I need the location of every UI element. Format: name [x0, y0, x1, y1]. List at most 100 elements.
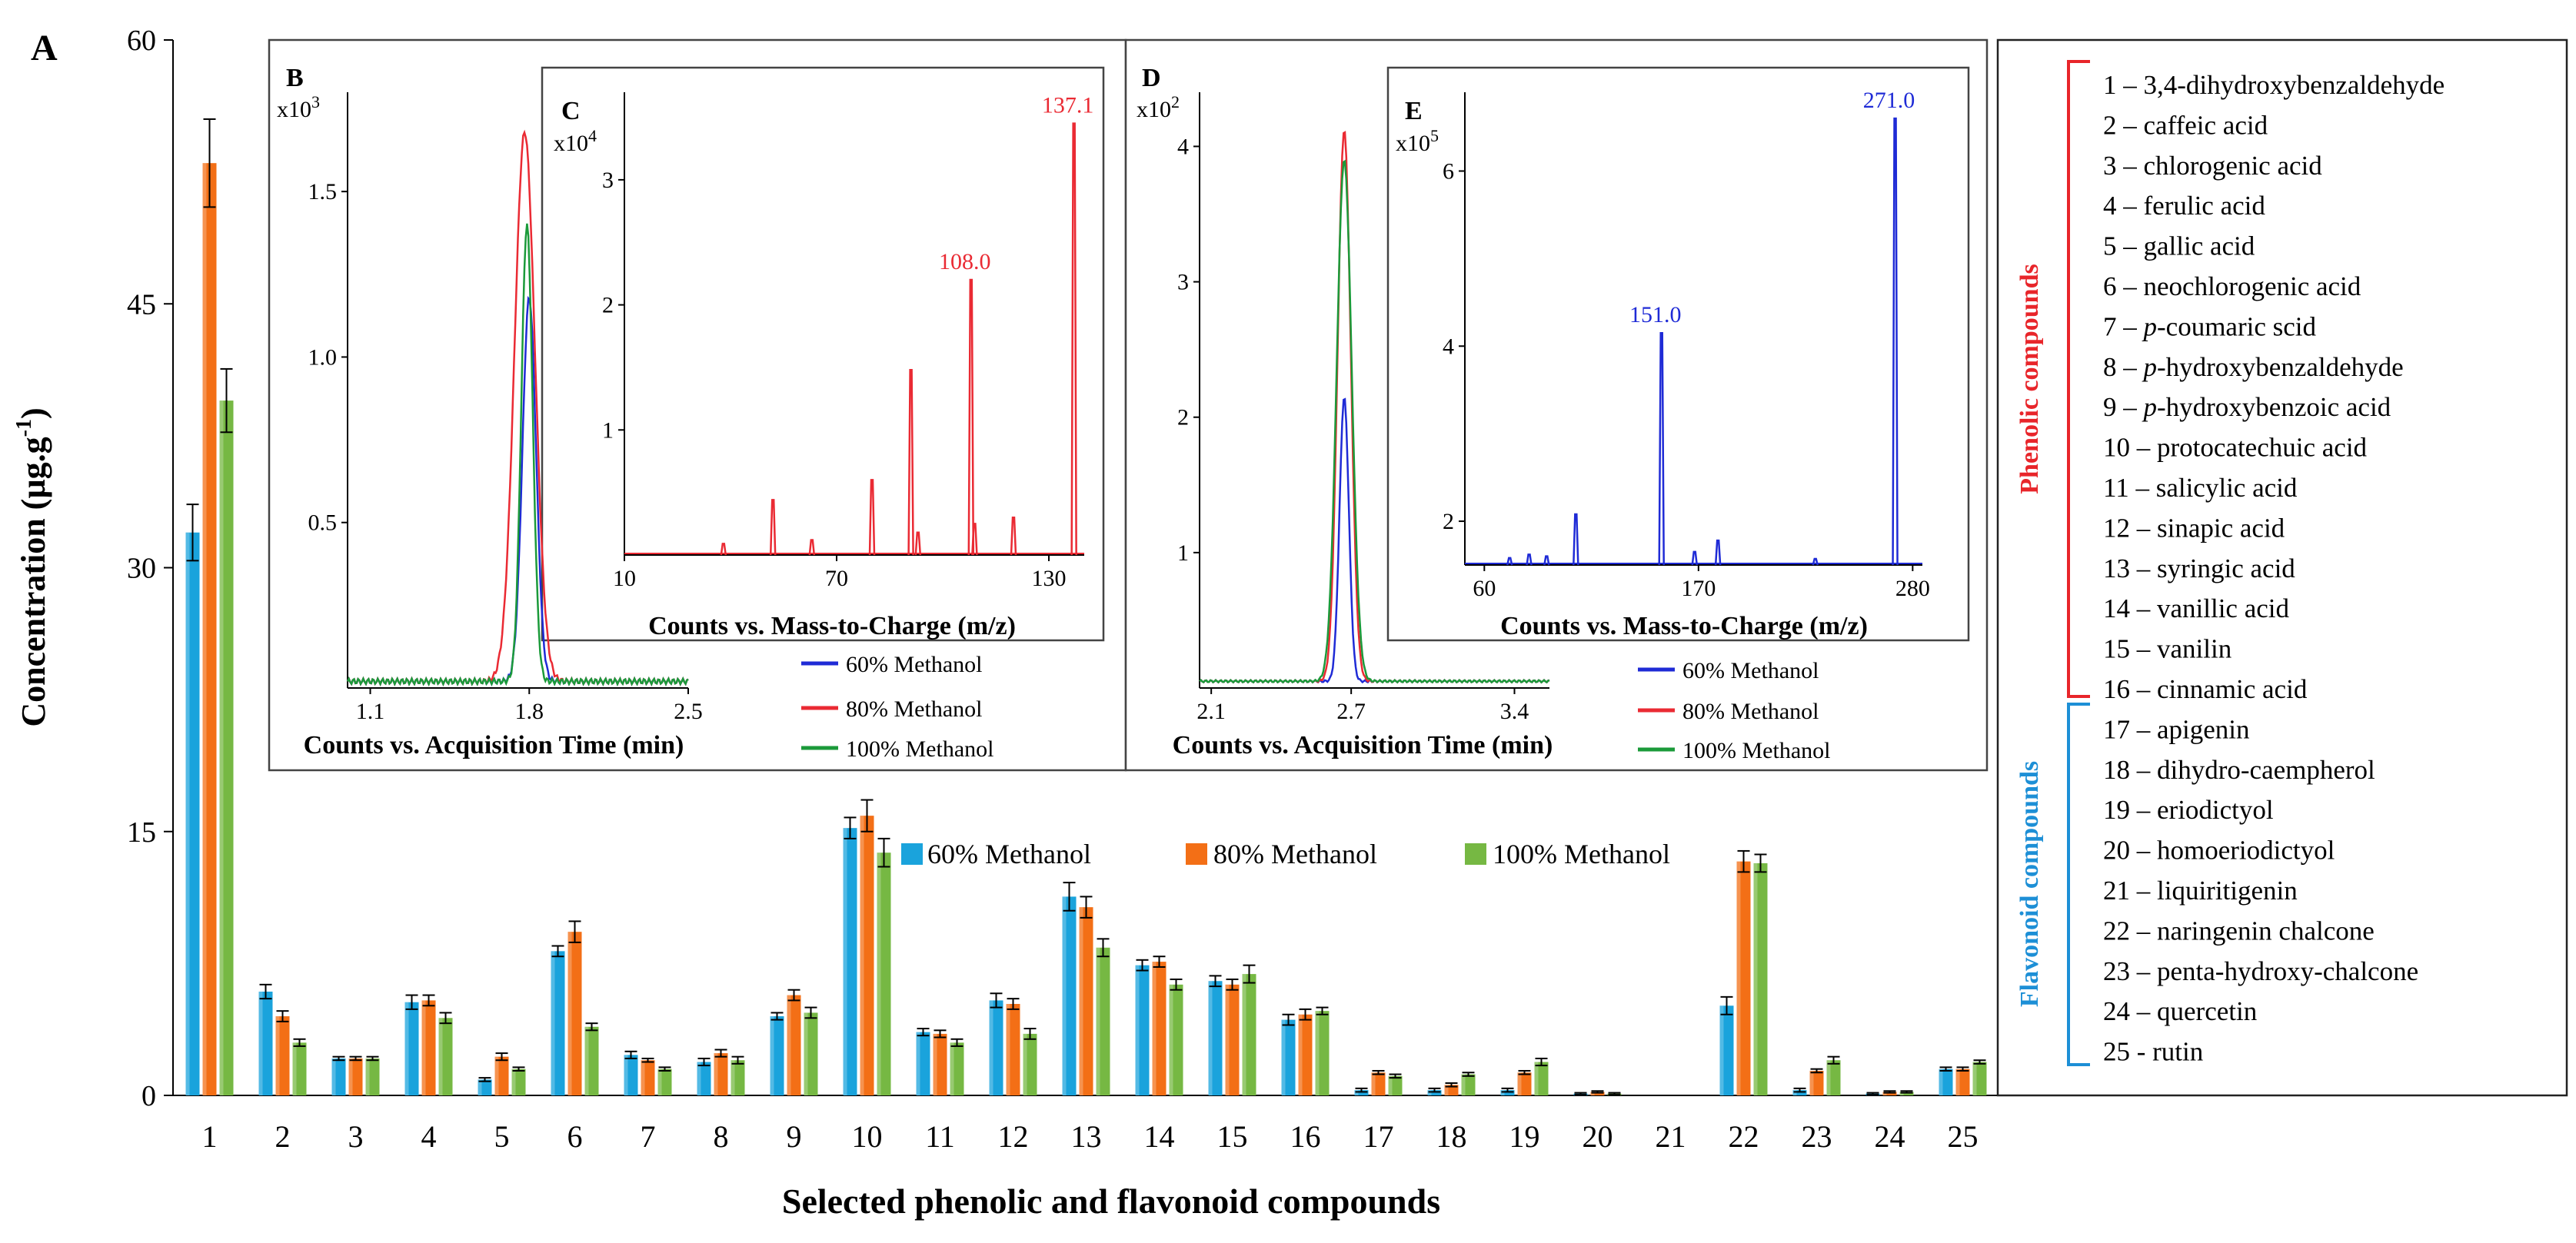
inset-d: D x102 1 2 3 4 2.1 2.7 3.4 Counts vs. Acquisit…	[1137, 64, 1553, 759]
compound-list-item: 7 – p-coumaric scid	[2103, 311, 2316, 341]
bar-highlight	[584, 1026, 589, 1095]
compound-name: protocatechuic acid	[2157, 433, 2368, 463]
main-bars	[185, 118, 1987, 1095]
bar	[1517, 1072, 1532, 1095]
panel-label: A	[31, 28, 58, 68]
bar-highlight	[950, 1042, 954, 1095]
bar-highlight	[1096, 947, 1100, 1095]
bar	[731, 1060, 745, 1095]
bar	[584, 1026, 599, 1095]
inset-y-tick-label: 3	[1177, 270, 1189, 295]
bar	[1208, 981, 1223, 1095]
peak-annotation: 108.0	[939, 249, 991, 274]
compound-list-item: 19 – eriodictyol	[2103, 795, 2274, 825]
y-tick-label: 60	[127, 25, 156, 57]
bar	[331, 1058, 346, 1095]
bar	[1371, 1072, 1386, 1095]
bar-highlight	[1899, 1092, 1904, 1095]
compound-number: 14 –	[2103, 593, 2157, 623]
x-tick-label: 15	[1217, 1119, 1248, 1154]
inset-x-tick-label: 170	[1681, 576, 1716, 601]
inset-y-tick-label: 1	[1177, 540, 1189, 566]
spectrum-peak	[808, 539, 816, 556]
bar-highlight	[1719, 1005, 1724, 1095]
x-tick-label: 18	[1436, 1119, 1467, 1154]
inset-c-label: C	[561, 97, 581, 125]
bar	[1427, 1090, 1442, 1095]
bar-highlight	[1534, 1062, 1539, 1095]
compound-name: gallic acid	[2144, 231, 2255, 261]
bar	[1444, 1085, 1459, 1095]
bar-highlight	[494, 1056, 499, 1095]
compound-list-item: 16 – cinnamic acid	[2103, 674, 2308, 704]
y-tick-label: 0	[141, 1080, 156, 1112]
compound-name: chlorogenic acid	[2144, 151, 2323, 181]
compound-number: 25	[2103, 1037, 2137, 1067]
bar-highlight	[1388, 1075, 1393, 1095]
bar-highlight	[275, 1016, 280, 1095]
compound-name: - rutin	[2137, 1037, 2204, 1067]
spectrum-peak	[769, 499, 777, 556]
bar	[770, 1016, 784, 1095]
compound-number: 24 –	[2103, 996, 2157, 1026]
main-y-label: Concentration (µg.g-1)	[12, 407, 52, 726]
x-tick-label: 2	[275, 1119, 291, 1154]
bar	[1736, 861, 1751, 1095]
bar	[1809, 1070, 1824, 1095]
inset-x-tick-label: 3.4	[1500, 699, 1529, 724]
x-tick-label: 22	[1729, 1119, 1759, 1154]
inset-legend-left: 60% Methanol 80% Methanol 100% Methanol	[801, 652, 993, 762]
compound-name: naringenin chalcone	[2157, 916, 2375, 946]
spectrum-peak	[720, 543, 727, 556]
inset-d-label: D	[1142, 64, 1161, 92]
bar-highlight	[1517, 1072, 1522, 1095]
main-legend: 60% Methanol 80% Methanol 100% Methanol	[901, 839, 1670, 869]
bar	[438, 1018, 453, 1095]
bar	[202, 163, 217, 1095]
legend-swatch-100	[1465, 843, 1486, 865]
spectrum-peak	[1506, 557, 1513, 566]
inset-x-tick-label: 2.1	[1196, 699, 1226, 724]
inset-legend-left-100: 100% Methanol	[846, 736, 993, 762]
compound-list-item: 5 – gallic acid	[2103, 231, 2255, 261]
bar-highlight	[1590, 1092, 1595, 1095]
bar	[1753, 862, 1768, 1095]
compound-number: 21 –	[2103, 876, 2157, 906]
bar	[916, 1032, 930, 1095]
bar	[275, 1016, 290, 1095]
compound-list-item: 11 – salicylic acid	[2103, 473, 2298, 503]
compound-name: sinapic acid	[2157, 513, 2285, 543]
bar-highlight	[1242, 974, 1246, 1095]
bar	[1534, 1062, 1549, 1095]
compound-number: 11 –	[2103, 473, 2156, 503]
x-tick-label: 14	[1144, 1119, 1175, 1154]
inset-d-x-label: Counts vs. Acquisition Time (min)	[1173, 731, 1553, 759]
bar	[348, 1058, 363, 1095]
bar-highlight	[1444, 1085, 1449, 1095]
bar-highlight	[1281, 1019, 1286, 1095]
inset-b-x-label: Counts vs. Acquisition Time (min)	[304, 731, 684, 759]
compound-name: 3,4-dihydroxybenzaldehyde	[2144, 70, 2445, 100]
compound-list-item: 13 – syringic acid	[2103, 553, 2295, 583]
inset-e-label: E	[1405, 97, 1423, 125]
compound-list-item: 18 – dihydro-caempherol	[2103, 755, 2375, 785]
bar-highlight	[933, 1033, 937, 1095]
bar	[478, 1079, 492, 1095]
inset-x-tick-label: 10	[613, 566, 636, 591]
bar-highlight	[202, 163, 207, 1095]
compound-list-item: 14 – vanillic acid	[2103, 593, 2290, 623]
bar	[1792, 1090, 1807, 1095]
bar-highlight	[551, 951, 555, 1095]
compound-name: eriodictyol	[2157, 795, 2274, 825]
compound-name: apigenin	[2157, 714, 2250, 744]
bar-highlight	[1208, 981, 1213, 1095]
spectrum-peak	[1573, 513, 1579, 566]
bar-highlight	[1792, 1090, 1797, 1095]
bar-highlight	[219, 400, 224, 1095]
compound-name: cinnamic acid	[2157, 674, 2308, 704]
bar	[1354, 1090, 1369, 1095]
y-tick-label: 30	[127, 553, 156, 585]
spectrum-peak	[1526, 553, 1533, 566]
